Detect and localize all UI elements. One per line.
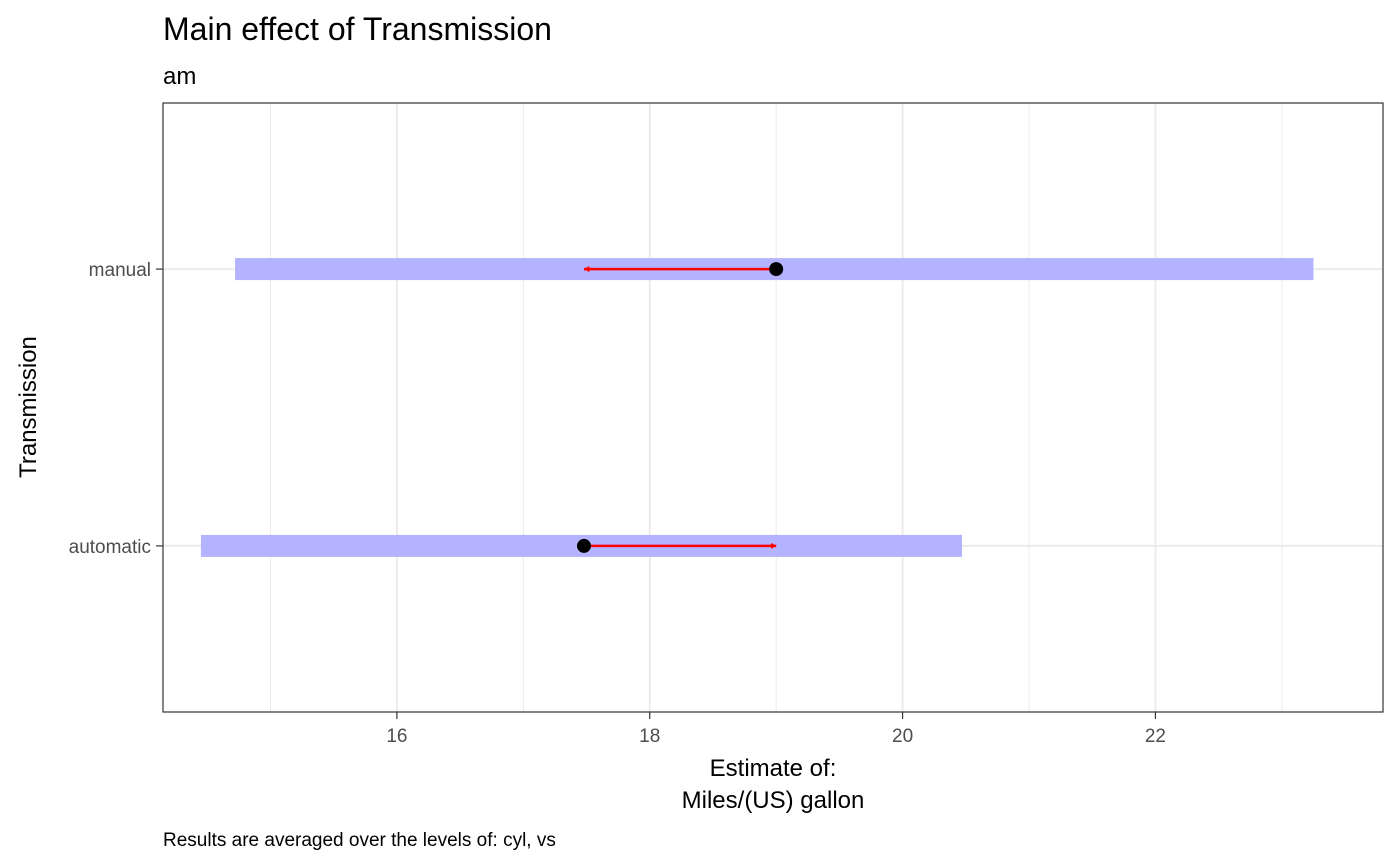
x-tick-label: 20 bbox=[892, 726, 913, 747]
x-axis-title-line1: Estimate of: bbox=[710, 755, 837, 782]
x-tick-label: 18 bbox=[639, 726, 660, 747]
ci-bands bbox=[200, 258, 1314, 557]
x-axis-title-line2: Miles/(US) gallon bbox=[682, 787, 865, 814]
estimate-points bbox=[576, 262, 784, 553]
x-tick-label: 22 bbox=[1145, 726, 1166, 747]
x-tick-label: 16 bbox=[386, 726, 407, 747]
panel-grid bbox=[163, 103, 1383, 712]
chart-subtitle: am bbox=[163, 63, 196, 90]
chart-title: Main effect of Transmission bbox=[163, 11, 552, 47]
comparison-arrows bbox=[583, 266, 777, 549]
estimate-point-automatic bbox=[576, 538, 591, 553]
estimate-point-manual bbox=[769, 262, 784, 277]
y-tick-label: automatic bbox=[69, 537, 151, 558]
y-tick-label: manual bbox=[89, 260, 151, 281]
chart-caption: Results are averaged over the levels of:… bbox=[163, 830, 556, 851]
panel-border bbox=[162, 102, 1384, 713]
y-axis-ticks: automatic manual bbox=[69, 260, 163, 558]
y-axis-title: Transmission bbox=[15, 336, 42, 478]
x-axis-ticks: 16 18 20 22 bbox=[386, 712, 1166, 747]
